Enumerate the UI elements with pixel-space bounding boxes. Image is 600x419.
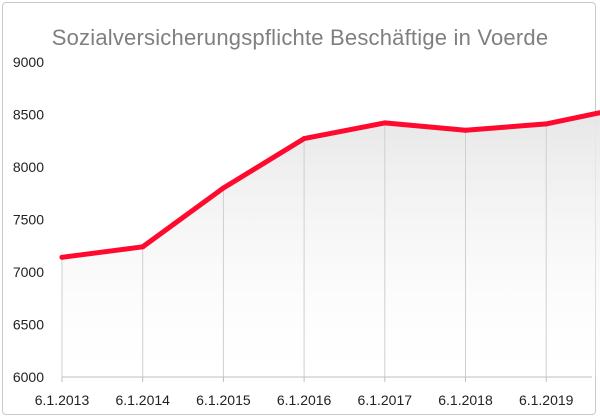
x-tick-label: 6.1.2015 — [196, 392, 251, 408]
x-tick-label: 6.1.2014 — [115, 392, 170, 408]
data-point — [301, 136, 307, 142]
data-point — [140, 244, 146, 250]
y-tick-label: 6500 — [13, 317, 44, 333]
data-point — [382, 120, 388, 126]
y-tick-label: 7500 — [13, 212, 44, 228]
y-tick-label: 7000 — [13, 264, 44, 280]
x-tick-label: 6.1.2019 — [519, 392, 574, 408]
series-line — [59, 110, 600, 260]
x-tick-label: 6.1.2018 — [438, 392, 493, 408]
y-tick-label: 9000 — [13, 54, 44, 70]
chart-title: Sozialversicherungspflichte Beschäftige … — [51, 25, 549, 50]
x-tick-label: 6.1.2016 — [277, 392, 332, 408]
data-point — [463, 127, 468, 133]
data-point — [543, 121, 549, 127]
data-point — [220, 185, 226, 191]
x-tick-label: 6.1.2013 — [35, 392, 90, 408]
x-tick-label: 6.1.2017 — [358, 392, 413, 408]
y-tick-label: 6000 — [13, 369, 44, 385]
y-tick-label: 8500 — [13, 107, 44, 123]
data-point — [59, 254, 65, 260]
y-tick-label: 8000 — [13, 159, 44, 175]
